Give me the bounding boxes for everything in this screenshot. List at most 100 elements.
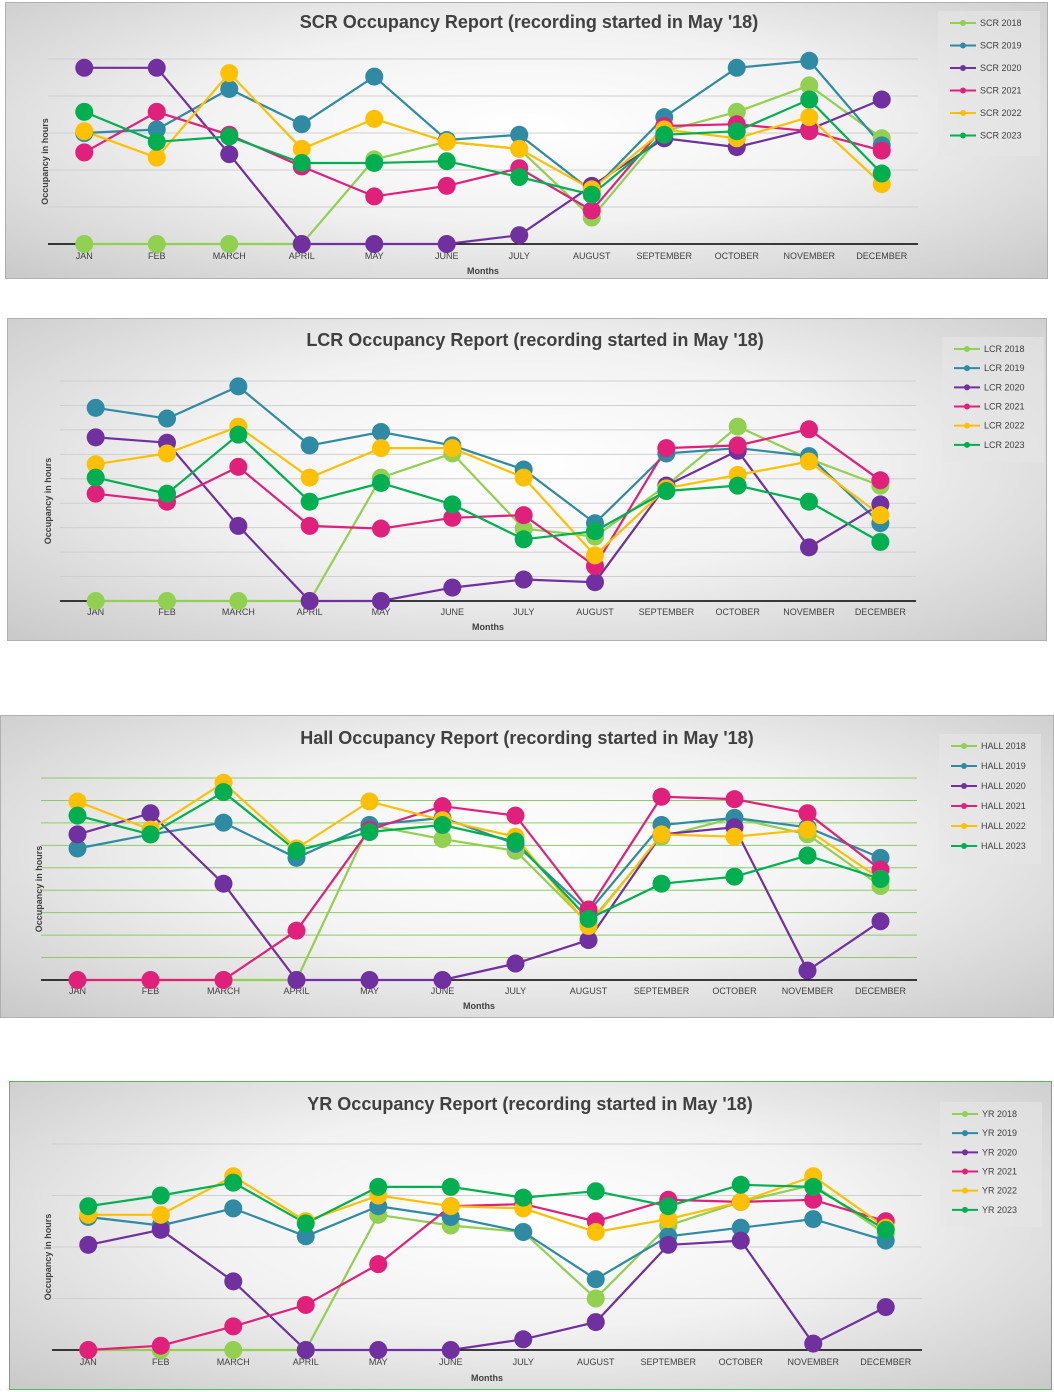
data-point (433, 797, 452, 816)
data-point (372, 519, 390, 538)
data-point (437, 235, 456, 253)
series-line (88, 1228, 887, 1352)
x-tick-label: AUGUST (576, 607, 614, 617)
data-point (158, 444, 176, 463)
x-tick-label: MARCH (222, 607, 255, 617)
x-tick-label: FEB (148, 251, 166, 261)
data-point (75, 102, 94, 121)
data-point (151, 1220, 170, 1239)
data-point (800, 51, 819, 70)
legend-label: SCR 2018 (980, 18, 1022, 28)
x-tick-label: MAY (369, 1357, 388, 1367)
data-point (510, 226, 529, 245)
data-point (214, 813, 233, 832)
x-tick-label: JUNE (439, 1357, 463, 1367)
data-point (871, 471, 890, 490)
x-tick-label: OCTOBER (715, 607, 760, 617)
data-point (224, 1173, 243, 1192)
x-tick-label: OCTOBER (719, 1357, 764, 1367)
data-point (514, 506, 533, 525)
x-tick-label: AUGUST (573, 251, 611, 261)
x-tick-label: OCTOBER (712, 986, 757, 996)
x-tick-label: DECEMBER (855, 986, 907, 996)
x-axis-label: Months (467, 266, 499, 276)
legend-marker (964, 384, 970, 391)
data-point (804, 1334, 823, 1353)
data-point (158, 409, 176, 428)
data-point (728, 476, 747, 495)
legend-marker (961, 743, 967, 749)
legend-label: SCR 2022 (980, 108, 1022, 118)
data-point (652, 787, 671, 806)
series-line (88, 1181, 887, 1231)
data-point (158, 484, 176, 503)
data-point (514, 1222, 533, 1241)
data-point (360, 823, 379, 842)
legend-label: LCR 2020 (984, 382, 1025, 392)
legend-marker (960, 110, 966, 116)
lcr-chart: LCR Occupancy Report (recording started … (43, 330, 1044, 632)
data-point (433, 971, 452, 989)
legend-marker (962, 1187, 968, 1194)
x-tick-label: NOVEMBER (783, 251, 835, 261)
data-point (659, 1210, 678, 1229)
data-point (229, 516, 248, 535)
y-axis-label: Occupancy in hours (43, 458, 53, 545)
data-point (220, 145, 239, 164)
data-point (300, 436, 319, 455)
data-point (365, 109, 384, 128)
data-point (871, 870, 890, 888)
x-axis-label: Months (472, 622, 504, 632)
data-point (86, 398, 105, 417)
x-tick-label: APRIL (289, 251, 315, 261)
data-point (300, 516, 319, 535)
legend-label: SCR 2021 (980, 86, 1022, 96)
x-tick-label: FEB (152, 1357, 170, 1367)
x-tick-label: MAY (365, 251, 384, 261)
series-line (83, 110, 883, 212)
legend-marker (960, 132, 966, 139)
data-point (437, 176, 456, 195)
data-point (800, 90, 819, 109)
series-line (95, 428, 881, 568)
data-point (229, 377, 248, 396)
x-tick-label: APRIL (297, 607, 323, 617)
legend-marker (964, 422, 970, 429)
series-line (77, 811, 882, 982)
y-axis-label: Occupancy in hours (43, 1214, 53, 1301)
legend-marker (960, 65, 966, 71)
data-point (871, 532, 890, 551)
legend-marker (962, 1206, 968, 1213)
data-point (147, 132, 166, 151)
data-point (514, 1188, 533, 1207)
legend-label: YR 2018 (982, 1109, 1017, 1119)
legend-marker (960, 20, 966, 26)
legend-label: YR 2020 (982, 1147, 1017, 1157)
x-tick-label: MARCH (207, 986, 240, 996)
data-point (659, 1235, 678, 1254)
legend-box (942, 337, 1044, 462)
data-point (151, 1186, 170, 1205)
legend-label: YR 2019 (982, 1128, 1017, 1138)
data-point (224, 1317, 243, 1336)
legend-label: YR 2022 (982, 1186, 1017, 1196)
data-point (365, 153, 384, 172)
data-point (586, 1313, 605, 1332)
data-point (872, 141, 891, 160)
chart-title: YR Occupancy Report (recording started i… (307, 1094, 752, 1114)
data-point (657, 439, 676, 458)
data-point (510, 168, 529, 187)
data-point (372, 439, 390, 458)
lcr-chart-panel: LCR Occupancy Report (recording started … (7, 318, 1047, 641)
legend-marker (960, 87, 966, 94)
data-point (365, 235, 384, 253)
legend-marker (962, 1168, 968, 1175)
x-tick-label: JULY (513, 607, 534, 617)
x-tick-label: FEB (142, 986, 160, 996)
legend-label: HALL 2022 (981, 821, 1026, 831)
x-tick-label: JUNE (435, 251, 459, 261)
data-point (287, 841, 306, 860)
data-point (147, 235, 166, 253)
x-tick-label: JUNE (441, 607, 465, 617)
data-point (652, 825, 671, 844)
